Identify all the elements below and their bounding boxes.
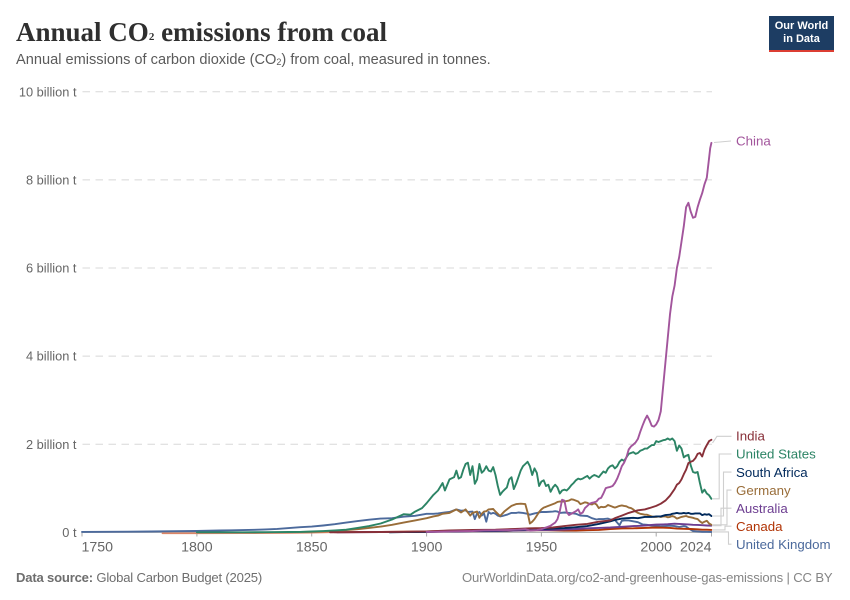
svg-text:1800: 1800 [181,540,213,556]
svg-text:0 t: 0 t [62,525,77,540]
svg-text:India: India [736,429,765,444]
svg-text:8 billion t: 8 billion t [26,173,77,188]
svg-text:Australia: Australia [736,501,788,516]
svg-text:Canada: Canada [736,519,783,534]
svg-text:2024: 2024 [680,540,712,556]
svg-text:South Africa: South Africa [736,465,808,480]
svg-text:10 billion t: 10 billion t [19,84,77,99]
svg-text:2000: 2000 [640,540,672,556]
svg-text:United States: United States [736,447,816,462]
svg-text:2 billion t: 2 billion t [26,437,77,452]
svg-text:Germany: Germany [736,483,791,498]
svg-text:6 billion t: 6 billion t [26,261,77,276]
svg-text:4 billion t: 4 billion t [26,349,77,364]
svg-text:1850: 1850 [296,540,328,556]
svg-text:China: China [736,134,771,149]
svg-text:1900: 1900 [411,540,443,556]
svg-text:United Kingdom: United Kingdom [736,537,831,552]
svg-text:1750: 1750 [82,540,114,556]
svg-text:1950: 1950 [526,540,558,556]
